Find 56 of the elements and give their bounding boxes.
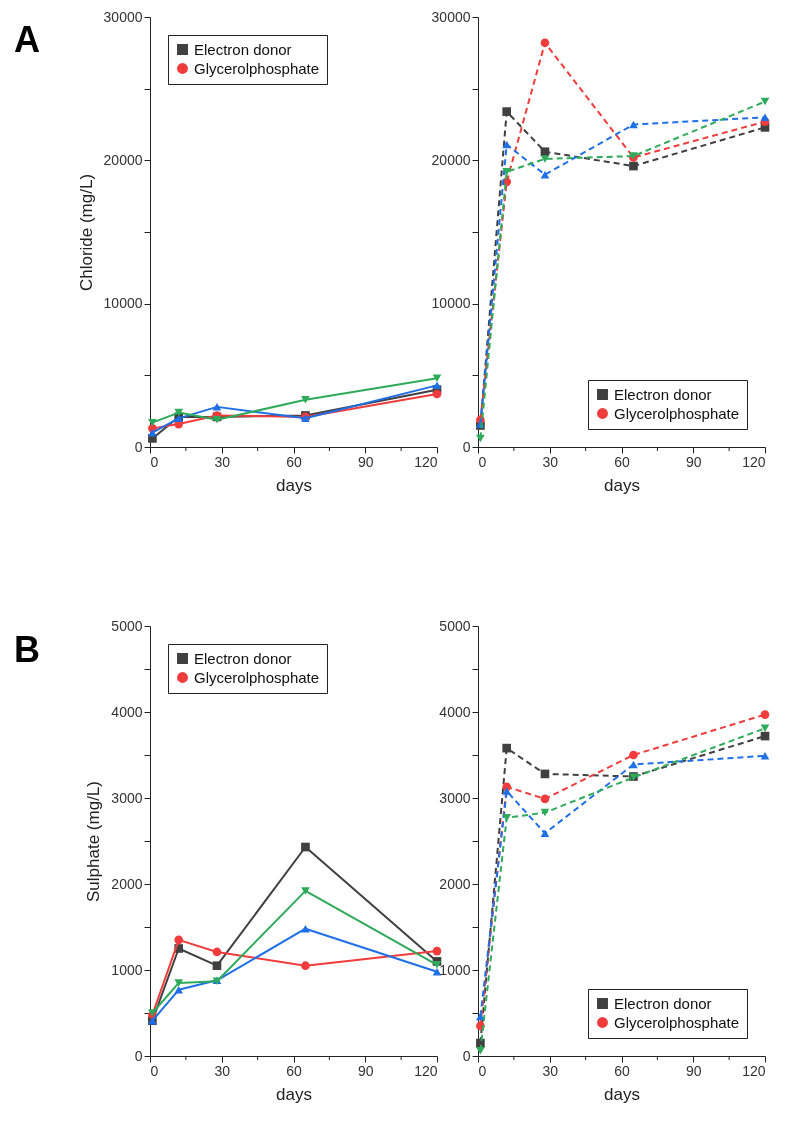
x-tick-label: 90 — [357, 1062, 374, 1079]
x-axis-title: days — [276, 1084, 312, 1104]
y-tick-label: 5000 — [111, 617, 143, 634]
y-tick-label: 3000 — [439, 789, 471, 806]
x-axis-title: days — [276, 475, 312, 495]
text: A — [14, 19, 40, 60]
y-tick-label: 0 — [134, 438, 143, 455]
y-tick-label: 30000 — [431, 8, 471, 25]
y-tick-label: 5000 — [439, 617, 471, 634]
y-tick-label: 2000 — [111, 875, 143, 892]
y-tick-label: 4000 — [111, 703, 143, 720]
y-tick-label: 0 — [462, 1047, 471, 1064]
legend-label: Electron donor — [194, 40, 292, 58]
x-tick-label: 60 — [614, 453, 630, 470]
x-tick-label: 90 — [357, 453, 374, 470]
y-tick-label: 0 — [462, 438, 471, 455]
y-tick-label: 10000 — [431, 295, 471, 312]
x-tick-label: 30 — [214, 1062, 231, 1079]
x-tick-label: 120 — [742, 1062, 766, 1079]
y-tick-label: 30000 — [103, 8, 143, 25]
y-tick-label: 1000 — [439, 961, 471, 978]
legend-label: Glycerolphosphate — [194, 668, 320, 686]
x-tick-label: 30 — [542, 1062, 559, 1079]
x-tick-label: 30 — [542, 453, 559, 470]
legend-label: Glycerolphosphate — [614, 404, 740, 422]
y-tick-label: 10000 — [103, 295, 143, 312]
y-tick-label: 3000 — [111, 789, 143, 806]
y-tick-label: 20000 — [103, 151, 143, 168]
x-tick-label: 120 — [414, 1062, 438, 1079]
x-tick-label: 30 — [214, 453, 231, 470]
x-axis-title: days — [604, 475, 640, 495]
x-tick-label: 60 — [286, 1062, 302, 1079]
x-tick-label: 120 — [742, 453, 766, 470]
y-axis-title: Chloride (mg/L) — [76, 173, 96, 292]
x-tick-label: 60 — [286, 453, 302, 470]
x-tick-label: 0 — [478, 453, 487, 470]
x-tick-label: 0 — [150, 453, 159, 470]
y-tick-label: 0 — [134, 1047, 143, 1064]
x-tick-label: 120 — [414, 453, 438, 470]
legend-label: Glycerolphosphate — [194, 59, 320, 77]
x-tick-label: 0 — [478, 1062, 487, 1079]
x-tick-label: 90 — [685, 453, 702, 470]
x-tick-label: 60 — [614, 1062, 630, 1079]
text: B — [14, 629, 40, 670]
y-tick-label: 1000 — [111, 961, 143, 978]
legend-label: Electron donor — [194, 649, 292, 667]
y-axis-title: Sulphate (mg/L) — [84, 781, 104, 902]
x-tick-label: 0 — [150, 1062, 159, 1079]
legend-label: Electron donor — [614, 385, 712, 403]
y-tick-label: 4000 — [439, 703, 471, 720]
legend-label: Glycerolphosphate — [614, 1013, 740, 1031]
y-tick-label: 2000 — [439, 875, 471, 892]
legend-label: Electron donor — [614, 994, 712, 1012]
x-axis-title: days — [604, 1084, 640, 1104]
y-tick-label: 20000 — [431, 151, 471, 168]
x-tick-label: 90 — [685, 1062, 702, 1079]
